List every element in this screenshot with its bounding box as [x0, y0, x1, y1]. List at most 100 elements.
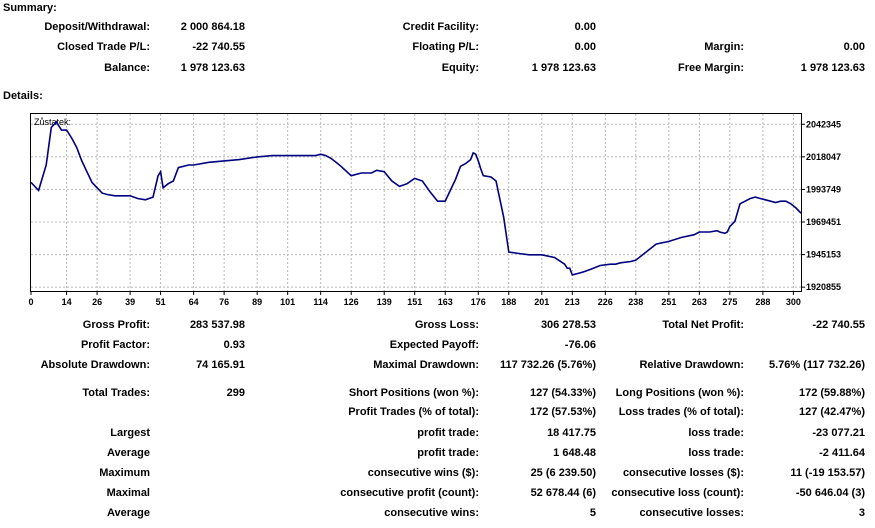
- avg-consecutive-losses-label: consecutive losses:: [639, 507, 744, 519]
- free-margin-label: Free Margin:: [677, 62, 744, 74]
- y-tick-label: 1993749: [806, 184, 841, 194]
- deposit-withdrawal-label: Deposit/Withdrawal:: [44, 21, 150, 33]
- equity-label: Equity:: [441, 62, 479, 74]
- x-tick-label: 76: [219, 297, 229, 307]
- maximum-label: Maximum: [99, 467, 150, 479]
- x-tick-label: 188: [501, 297, 516, 307]
- absolute-drawdown-label: Absolute Drawdown:: [40, 359, 150, 371]
- balance-series-line: [31, 120, 801, 276]
- loss-trades-value: 127 (42.47%): [798, 406, 865, 418]
- x-tick-label: 14: [62, 297, 72, 307]
- x-tick-label: 275: [722, 297, 737, 307]
- credit-facility-value: 0.00: [574, 21, 596, 33]
- y-tick-label: 1945153: [806, 250, 841, 260]
- max-consecutive-wins-value: 25 (6 239.50): [530, 467, 596, 479]
- avg-consecutive-losses-value: 3: [858, 507, 865, 519]
- x-tick-label: 251: [661, 297, 676, 307]
- floating-pl-value: 0.00: [574, 41, 596, 53]
- x-tick-label: 213: [565, 297, 580, 307]
- x-tick-label: 163: [438, 297, 453, 307]
- loss-trades-label: Loss trades (% of total):: [618, 406, 744, 418]
- y-tick-label: 2042345: [806, 119, 841, 129]
- absolute-drawdown-value: 74 165.91: [196, 359, 245, 371]
- total-trades-label: Total Trades:: [82, 387, 150, 399]
- total-net-profit-label: Total Net Profit:: [662, 319, 744, 331]
- margin-label: Margin:: [704, 41, 744, 53]
- margin-value: 0.00: [843, 41, 865, 53]
- profit-trades-value: 172 (57.53%): [529, 406, 596, 418]
- deposit-withdrawal-value: 2 000 864.18: [180, 21, 245, 33]
- profit-factor-value: 0.93: [223, 339, 245, 351]
- x-tick-label: 0: [28, 297, 33, 307]
- x-tick-label: 139: [377, 297, 392, 307]
- gross-loss-value: 306 278.53: [540, 319, 596, 331]
- average-consecutive-label: Average: [106, 507, 150, 519]
- x-tick-label: 126: [344, 297, 359, 307]
- avg-consecutive-wins-value: 5: [589, 507, 596, 519]
- gross-profit-value: 283 537.98: [189, 319, 245, 331]
- average-profit-label: profit trade:: [417, 447, 479, 459]
- x-tick-label: 226: [598, 297, 613, 307]
- short-positions-label: Short Positions (won %):: [348, 387, 479, 399]
- equity-value: 1 978 123.63: [531, 62, 596, 74]
- x-tick-label: 89: [252, 297, 262, 307]
- total-trades-value: 299: [226, 387, 245, 399]
- maximal-drawdown-value: 117 732.26 (5.76%): [499, 359, 596, 371]
- average-loss-value: -2 411.64: [819, 447, 865, 459]
- closed-trade-pl-value: -22 740.55: [192, 41, 245, 53]
- balance-chart-plot: Zůstatek:: [31, 114, 801, 291]
- relative-drawdown-label: Relative Drawdown:: [639, 359, 744, 371]
- largest-profit-value: 18 417.75: [547, 427, 596, 439]
- x-tick-label: 238: [628, 297, 643, 307]
- x-tick-label: 300: [786, 297, 801, 307]
- expected-payoff-label: Expected Payoff:: [389, 339, 479, 351]
- x-tick-label: 288: [755, 297, 770, 307]
- y-tick-label: 2018047: [806, 152, 841, 162]
- expected-payoff-value: -76.06: [564, 339, 596, 351]
- short-positions-value: 127 (54.33%): [529, 387, 596, 399]
- max-consecutive-losses-label: consecutive losses ($):: [622, 467, 744, 479]
- summary-heading: Summary:: [3, 2, 57, 14]
- x-tick-label: 39: [125, 297, 135, 307]
- x-tick-label: 263: [692, 297, 707, 307]
- average-profit-value: 1 648.48: [553, 447, 596, 459]
- maximal-drawdown-label: Maximal Drawdown:: [373, 359, 479, 371]
- average-label: Average: [106, 447, 150, 459]
- floating-pl-label: Floating P/L:: [412, 41, 479, 53]
- maximal-consecutive-loss-value: -50 646.04 (3): [795, 487, 865, 499]
- balance-chart: Zůstatek:: [30, 113, 802, 292]
- y-tick-label: 1920855: [806, 282, 841, 292]
- x-tick-label: 64: [189, 297, 199, 307]
- avg-consecutive-wins-label: consecutive wins:: [384, 507, 479, 519]
- balance-label: Balance:: [104, 62, 150, 74]
- x-tick-label: 151: [407, 297, 422, 307]
- relative-drawdown-value: 5.76% (117 732.26): [768, 359, 865, 371]
- x-tick-label: 176: [471, 297, 486, 307]
- total-net-profit-value: -22 740.55: [812, 319, 865, 331]
- profit-factor-label: Profit Factor:: [80, 339, 150, 351]
- long-positions-value: 172 (59.88%): [798, 387, 865, 399]
- y-tick-label: 1969451: [806, 217, 841, 227]
- largest-loss-value: -23 077.21: [812, 427, 865, 439]
- x-tick-label: 101: [280, 297, 295, 307]
- largest-loss-label: loss trade:: [688, 427, 744, 439]
- gross-loss-label: Gross Loss:: [414, 319, 479, 331]
- maximal-label: Maximal: [106, 487, 150, 499]
- chart-title: Zůstatek:: [34, 117, 71, 127]
- x-tick-label: 26: [92, 297, 102, 307]
- x-tick-label: 201: [534, 297, 549, 307]
- gross-profit-label: Gross Profit:: [82, 319, 150, 331]
- x-tick-label: 114: [313, 297, 328, 307]
- profit-trades-label: Profit Trades (% of total):: [348, 406, 479, 418]
- long-positions-label: Long Positions (won %):: [615, 387, 744, 399]
- details-heading: Details:: [3, 90, 43, 102]
- maximal-consecutive-profit-label: consecutive profit (count):: [340, 487, 479, 499]
- average-loss-label: loss trade:: [688, 447, 744, 459]
- balance-value: 1 978 123.63: [180, 62, 245, 74]
- largest-profit-label: profit trade:: [417, 427, 479, 439]
- maximal-consecutive-profit-value: 52 678.44 (6): [530, 487, 596, 499]
- free-margin-value: 1 978 123.63: [800, 62, 865, 74]
- credit-facility-label: Credit Facility:: [402, 21, 479, 33]
- x-tick-label: 51: [156, 297, 166, 307]
- largest-label: Largest: [110, 427, 150, 439]
